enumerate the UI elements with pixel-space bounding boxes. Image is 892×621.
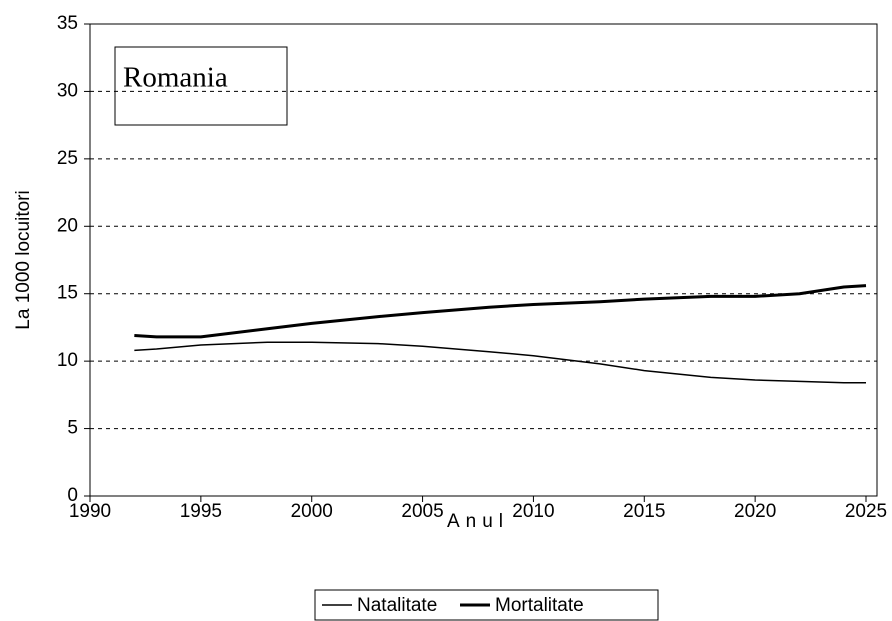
x-tick-label: 1990: [69, 501, 111, 522]
chart-title: Romania: [123, 62, 228, 94]
y-tick-label: 25: [57, 148, 78, 169]
y-tick-label: 35: [57, 13, 78, 34]
x-tick-label: 1995: [180, 501, 222, 522]
x-axis-label: Anul: [447, 511, 509, 532]
y-tick-label: 20: [57, 215, 78, 236]
title-box: [114, 46, 288, 126]
y-axis-label: La 1000 locuitori: [13, 190, 34, 329]
x-tick-label: 2020: [734, 501, 776, 522]
y-tick-label: 0: [67, 485, 78, 506]
x-tick-label: 2015: [623, 501, 665, 522]
series-line: [134, 284, 867, 339]
y-tick-label: 5: [67, 418, 78, 439]
plot-frame: [89, 23, 878, 497]
x-tick-label: 2010: [512, 501, 554, 522]
legend-label: Mortalitate: [495, 595, 584, 616]
y-tick-label: 10: [57, 350, 78, 371]
y-tick-label: 15: [57, 283, 78, 304]
series-line: [134, 341, 866, 384]
x-tick-label: 2005: [401, 501, 443, 522]
x-tick-label: 2000: [291, 501, 333, 522]
y-tick-label: 30: [57, 80, 78, 101]
legend-label: Natalitate: [357, 595, 437, 616]
x-tick-label: 2025: [845, 501, 887, 522]
